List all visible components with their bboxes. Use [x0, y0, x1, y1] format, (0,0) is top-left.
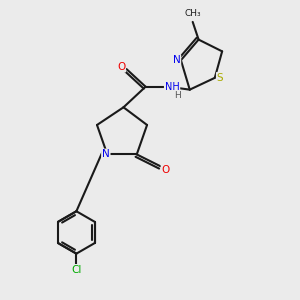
Text: N: N: [102, 149, 110, 159]
Text: N: N: [172, 55, 180, 65]
Text: S: S: [217, 73, 224, 83]
Text: O: O: [161, 165, 170, 175]
Text: Cl: Cl: [71, 265, 82, 275]
Text: O: O: [117, 62, 125, 72]
Text: H: H: [174, 91, 181, 100]
Text: NH: NH: [165, 82, 179, 92]
Text: CH₃: CH₃: [184, 9, 201, 18]
